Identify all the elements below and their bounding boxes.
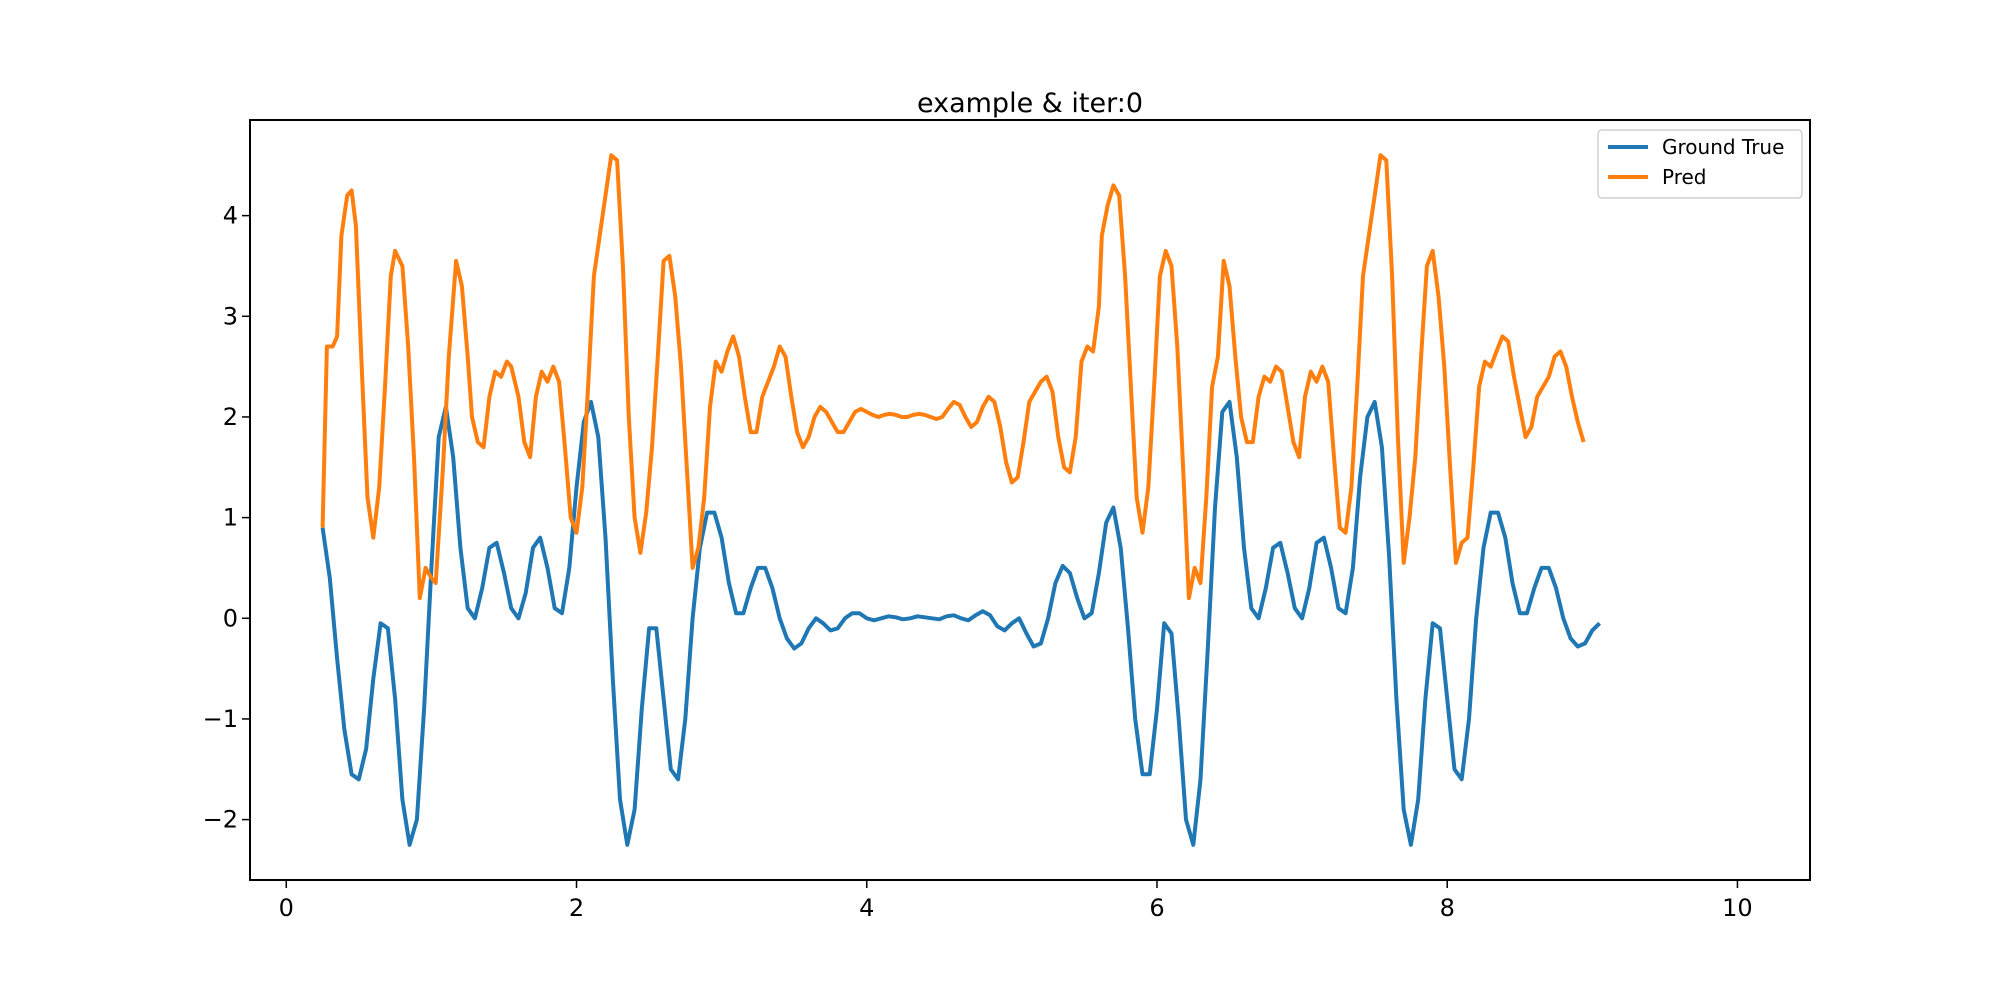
- legend-label-pred: Pred: [1662, 165, 1707, 189]
- legend-label-ground-true: Ground True: [1662, 135, 1784, 159]
- x-tick-label: 10: [1722, 894, 1753, 922]
- y-tick-label: 1: [223, 504, 238, 532]
- x-tick-label: 4: [859, 894, 874, 922]
- y-axis: −2 −1 0 1 2 3 4: [203, 202, 250, 834]
- y-tick-label: 3: [223, 302, 238, 330]
- y-tick-label: −2: [203, 806, 238, 834]
- y-tick-label: 2: [223, 403, 238, 431]
- x-tick-label: 8: [1440, 894, 1455, 922]
- x-tick-label: 6: [1149, 894, 1164, 922]
- series-line-pred: [320, 153, 1586, 601]
- y-tick-label: 0: [223, 604, 238, 632]
- legend: Ground True Pred: [1597, 129, 1803, 199]
- axes-frame: [249, 119, 1811, 881]
- chart-title: example & iter:0: [917, 88, 1143, 119]
- series-line-ground-true: [320, 399, 1601, 847]
- y-tick-label: −1: [203, 705, 238, 733]
- plot-area: [320, 153, 1601, 847]
- x-tick-label: 0: [279, 894, 294, 922]
- x-axis: 0 2 4 6 8 10: [279, 880, 1753, 922]
- y-tick-label: 4: [223, 202, 238, 230]
- x-tick-label: 2: [569, 894, 584, 922]
- legend-box: [1597, 129, 1803, 199]
